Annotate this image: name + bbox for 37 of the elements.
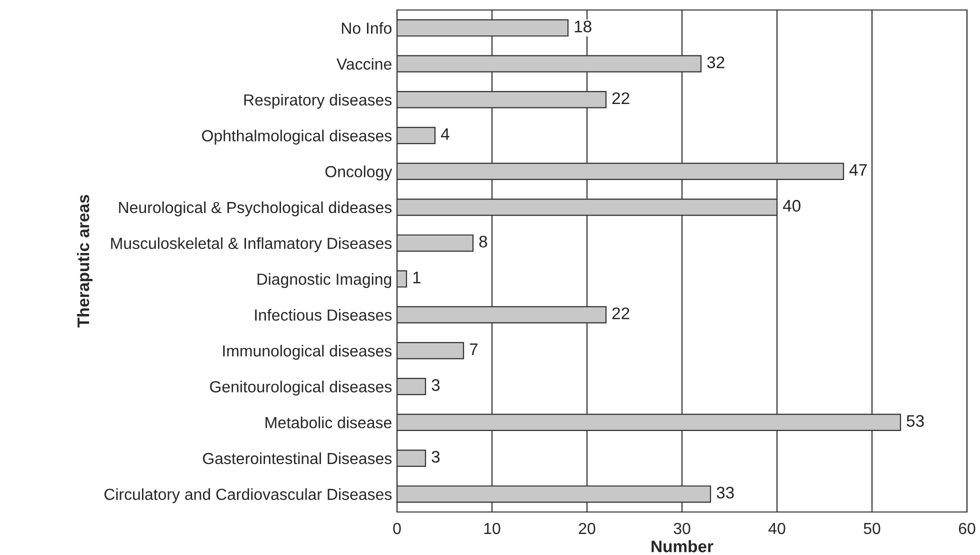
data-label: 47 <box>849 164 867 176</box>
x-tick-label: 10 <box>484 522 500 534</box>
y-tick-label: Musculoskeletal & Inflamatory Diseases <box>111 237 392 252</box>
x-tick-label: 50 <box>864 522 880 534</box>
y-tick-label: Vaccine <box>336 58 392 70</box>
data-label: 3 <box>432 379 440 391</box>
data-label: 4 <box>440 128 450 140</box>
y-tick-label: Immunological diseases <box>223 344 392 360</box>
y-tick-label: Respiratory diseases <box>244 94 392 109</box>
y-tick-label: Metabolic disease <box>266 416 392 428</box>
y-tick-label: Genitourological diseases <box>210 380 392 396</box>
data-label: 7 <box>470 343 478 355</box>
y-tick-label: Diagnostic Imaging <box>258 273 392 288</box>
y-tick-label: Oncology <box>325 166 392 180</box>
y-tick-label: Neurological & Psychological dideases <box>119 201 392 216</box>
data-label: 1 <box>413 272 421 284</box>
data-label: 32 <box>707 56 724 68</box>
data-label: 33 <box>716 486 734 499</box>
data-label: 53 <box>906 415 924 427</box>
data-label: 40 <box>782 200 800 212</box>
x-tick-label: 30 <box>674 522 690 534</box>
y-tick-label: Circulatory and Cardiovascular Diseases <box>104 488 392 504</box>
data-label: 3 <box>432 450 440 463</box>
data-label: 8 <box>479 236 488 248</box>
x-tick-label: 0 <box>393 522 401 534</box>
x-tick-label: 20 <box>578 522 596 534</box>
x-tick-label: 60 <box>958 522 976 534</box>
x-axis-title: Number <box>652 540 714 552</box>
y-tick-label: No Info <box>342 22 392 34</box>
data-label: 18 <box>574 20 592 32</box>
data-label: 22 <box>612 307 630 320</box>
data-label: 22 <box>612 92 630 104</box>
y-tick-label: Gasterointestinal Diseases <box>202 452 392 464</box>
y-tick-label: Infectious Diseases <box>255 309 392 321</box>
y-axis-title: Theraputic areas <box>77 194 93 328</box>
x-tick-label: 40 <box>768 522 786 534</box>
y-tick-label: Ophthalmological diseases <box>202 130 392 145</box>
